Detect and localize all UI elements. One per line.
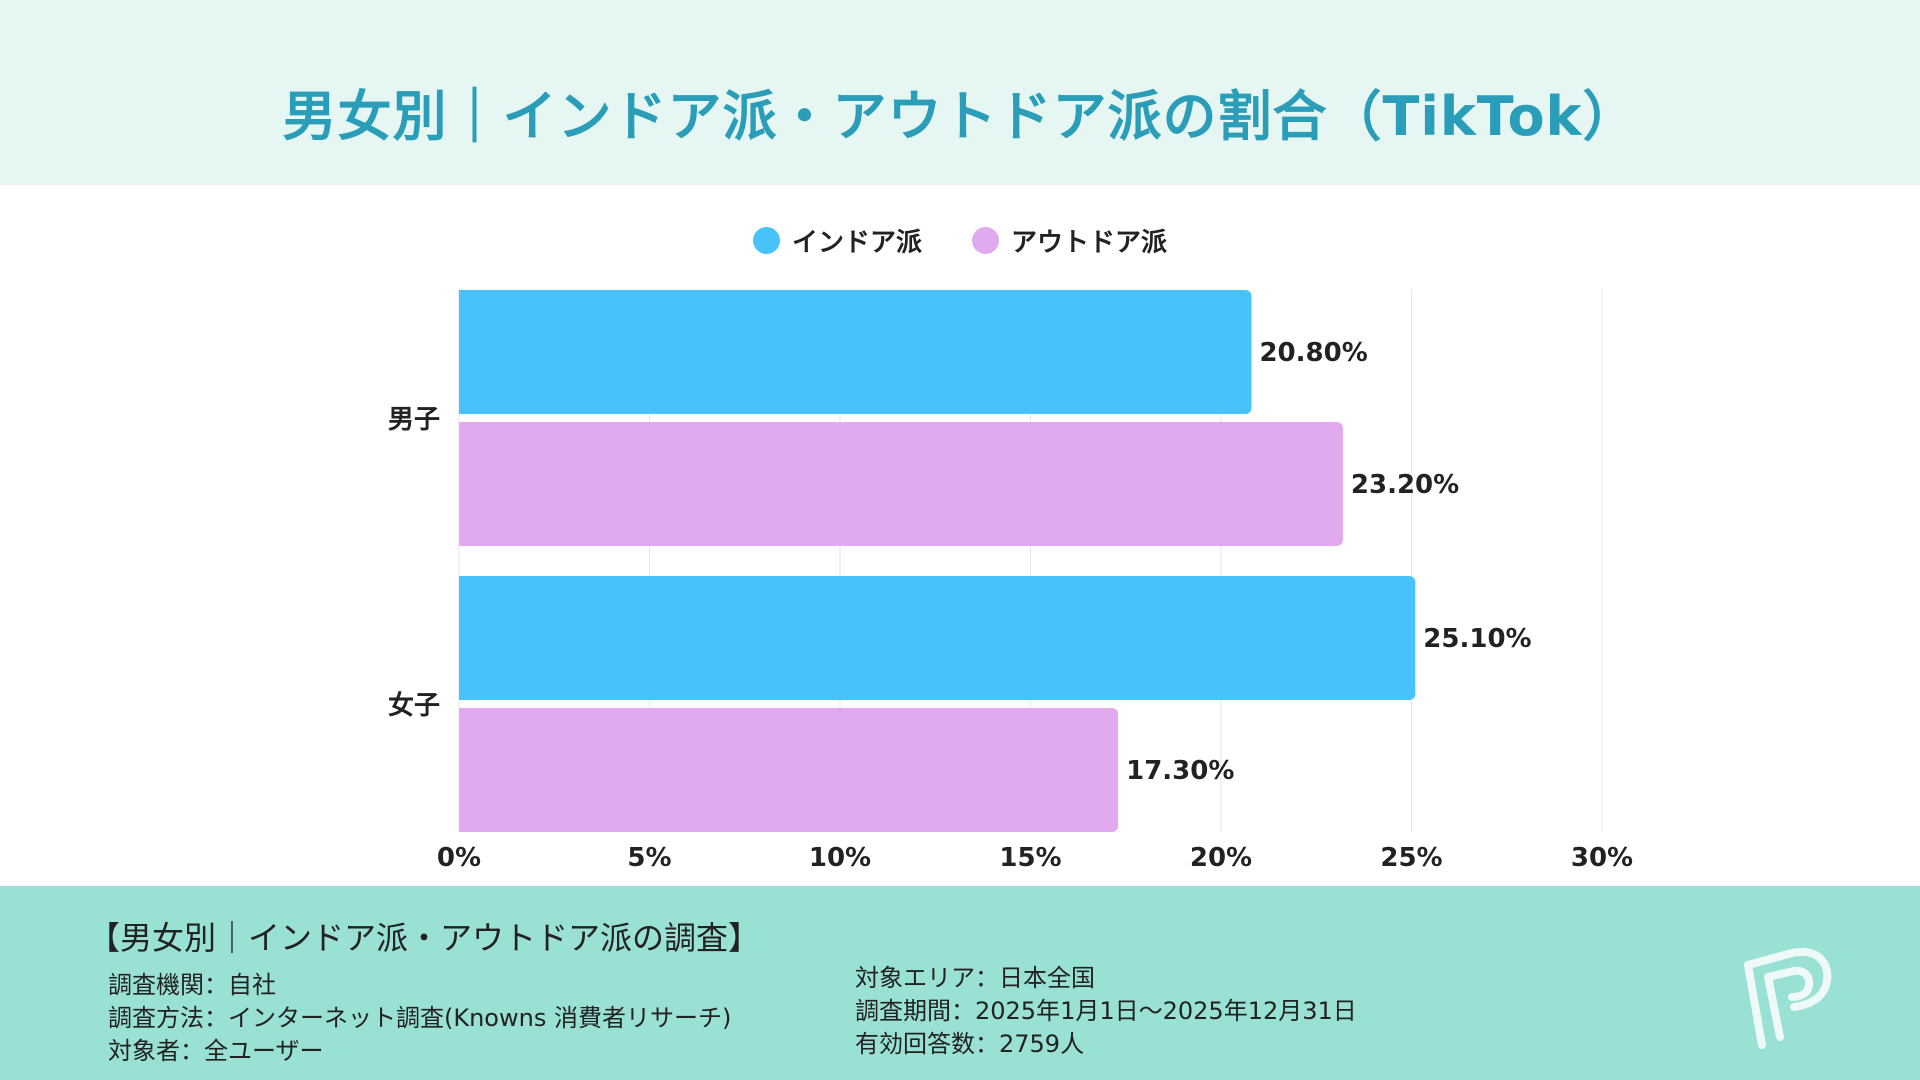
bar-base bbox=[459, 422, 467, 546]
x-tick-label: 0% bbox=[437, 843, 481, 873]
data-label: 23.20% bbox=[1351, 470, 1459, 500]
data-label: 20.80% bbox=[1259, 338, 1367, 368]
data-label: 17.30% bbox=[1126, 756, 1234, 786]
bar bbox=[459, 576, 1416, 700]
x-tick-label: 10% bbox=[809, 843, 871, 873]
footer-title: 【男女別｜インドア派・アウトドア派の調査】 bbox=[88, 919, 761, 957]
x-tick-label: 25% bbox=[1380, 843, 1442, 873]
bar-base bbox=[459, 576, 467, 700]
header-band bbox=[0, 0, 1920, 185]
x-tick-label: 5% bbox=[627, 843, 671, 873]
x-tick-label: 30% bbox=[1571, 843, 1633, 873]
survey-method: 調査方法：インターネット調査(Knowns 消費者リサーチ) bbox=[108, 1004, 732, 1032]
bar-chart: 20.80% 23.20% 25.10% 17.30% 0% 5% 10% 15% 20% 25… bbox=[388, 289, 1633, 873]
bar bbox=[459, 290, 1252, 414]
survey-period: 調査期間：2025年1月1日～2025年12月31日 bbox=[855, 997, 1357, 1025]
legend-marker-outdoor bbox=[972, 227, 999, 254]
data-label: 25.10% bbox=[1423, 624, 1531, 654]
legend-label-indoor: インドア派 bbox=[791, 228, 922, 258]
legend-item-indoor: インドア派 bbox=[752, 222, 922, 259]
page-title: 男女別｜インドア派・アウトドア派の割合（TikTok） bbox=[282, 85, 1638, 148]
category-label: 女子 bbox=[388, 690, 440, 721]
x-tick-label: 15% bbox=[999, 843, 1061, 873]
survey-responses: 有効回答数：2759人 bbox=[855, 1030, 1085, 1058]
bar-base bbox=[459, 708, 467, 832]
bar bbox=[459, 422, 1343, 546]
footer-band bbox=[0, 886, 1920, 1080]
survey-info-left: 調査機関：自社 調査方法：インターネット調査(Knowns 消費者リサーチ) 対… bbox=[108, 969, 731, 1068]
bar bbox=[459, 708, 1119, 832]
label-layer: 20.80% 23.20% 25.10% 17.30% bbox=[1126, 338, 1531, 786]
survey-organization: 調査機関：自社 bbox=[108, 971, 276, 999]
bar-base bbox=[459, 290, 467, 414]
legend-label-outdoor: アウトドア派 bbox=[1011, 228, 1168, 258]
survey-target: 対象者：全ユーザー bbox=[108, 1037, 324, 1065]
p-logo-icon bbox=[1744, 947, 1832, 1049]
survey-info-right: 対象エリア：日本全国 調査期間：2025年1月1日～2025年12月31日 有効… bbox=[855, 962, 1357, 1061]
legend-marker-indoor bbox=[752, 227, 780, 254]
legend: インドア派 アウトドア派 bbox=[0, 222, 1920, 259]
category-label: 男子 bbox=[388, 405, 440, 435]
legend-item-outdoor: アウトドア派 bbox=[972, 222, 1167, 259]
bar-layer bbox=[459, 290, 1416, 832]
survey-area: 対象エリア：日本全国 bbox=[855, 964, 1095, 992]
x-tick-label: 20% bbox=[1190, 843, 1252, 873]
